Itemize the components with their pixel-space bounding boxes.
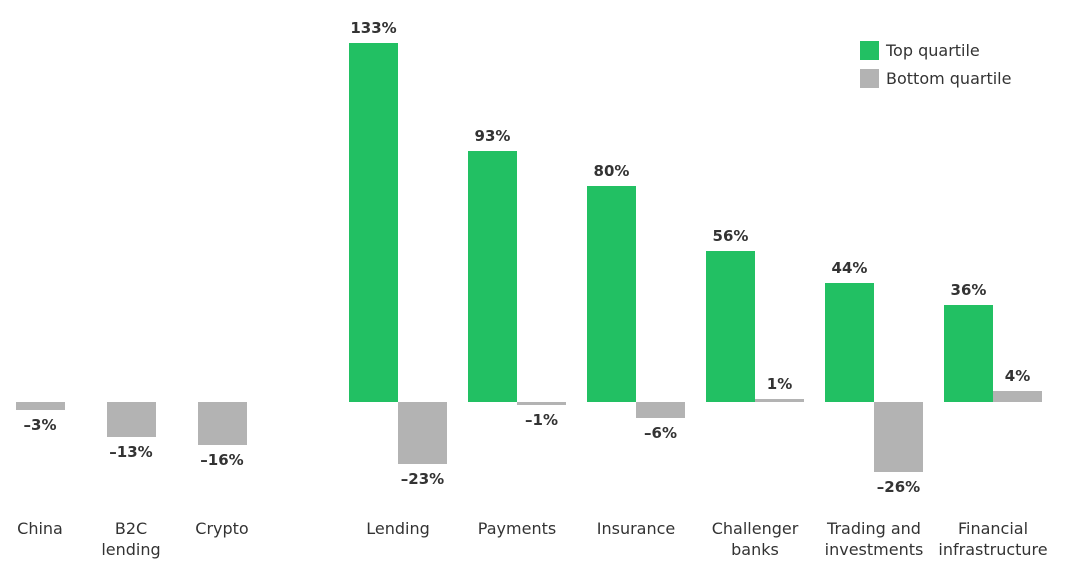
bar (636, 402, 685, 419)
x-tick-label: Insurance (596, 519, 676, 538)
x-tick-label: Lending (366, 519, 430, 538)
x-tick-label: China (17, 519, 63, 538)
data-label: –26% (876, 478, 921, 497)
bar (517, 402, 566, 405)
legend-item: Bottom quartile (860, 64, 1011, 92)
data-label: 133% (350, 19, 397, 38)
data-label: 36% (950, 280, 987, 299)
data-label: –3% (23, 416, 57, 435)
bar (944, 304, 993, 402)
x-tick-label: Challenger banks (711, 519, 799, 559)
bar (468, 151, 517, 402)
legend-label: Bottom quartile (886, 68, 1012, 88)
data-label: 56% (712, 227, 749, 245)
data-label: –1% (525, 410, 558, 429)
bar (15, 402, 65, 411)
bar (706, 251, 755, 402)
data-label: 44% (831, 259, 868, 278)
data-label: 80% (593, 162, 630, 181)
x-tick-label: B2C lending (101, 519, 161, 559)
data-label: 93% (474, 127, 511, 146)
legend: Top quartile Bottom quartile (860, 36, 1011, 92)
legend-swatch (860, 40, 879, 60)
legend-item: Top quartile (860, 36, 1011, 64)
x-tick-label: Trading and investments (824, 519, 924, 559)
data-label: –23% (400, 470, 445, 488)
data-label: 4% (1004, 367, 1031, 386)
x-tick-label: Financial infrastructure (938, 519, 1048, 559)
data-label: –13% (109, 443, 153, 462)
x-tick-label: Crypto (195, 519, 249, 538)
x-tick-label: Payments (477, 519, 557, 538)
bar (874, 402, 923, 473)
data-label: –6% (644, 424, 677, 443)
bar (825, 283, 874, 402)
legend-label: Top quartile (886, 40, 980, 60)
data-label: –16% (200, 451, 244, 470)
bar (755, 399, 804, 402)
data-label: 1% (766, 375, 793, 394)
legend-swatch (860, 68, 879, 88)
bar (993, 391, 1042, 402)
bar (398, 402, 447, 464)
bar (197, 402, 247, 446)
bar (106, 402, 156, 438)
bar (349, 43, 398, 402)
bar (587, 186, 636, 402)
